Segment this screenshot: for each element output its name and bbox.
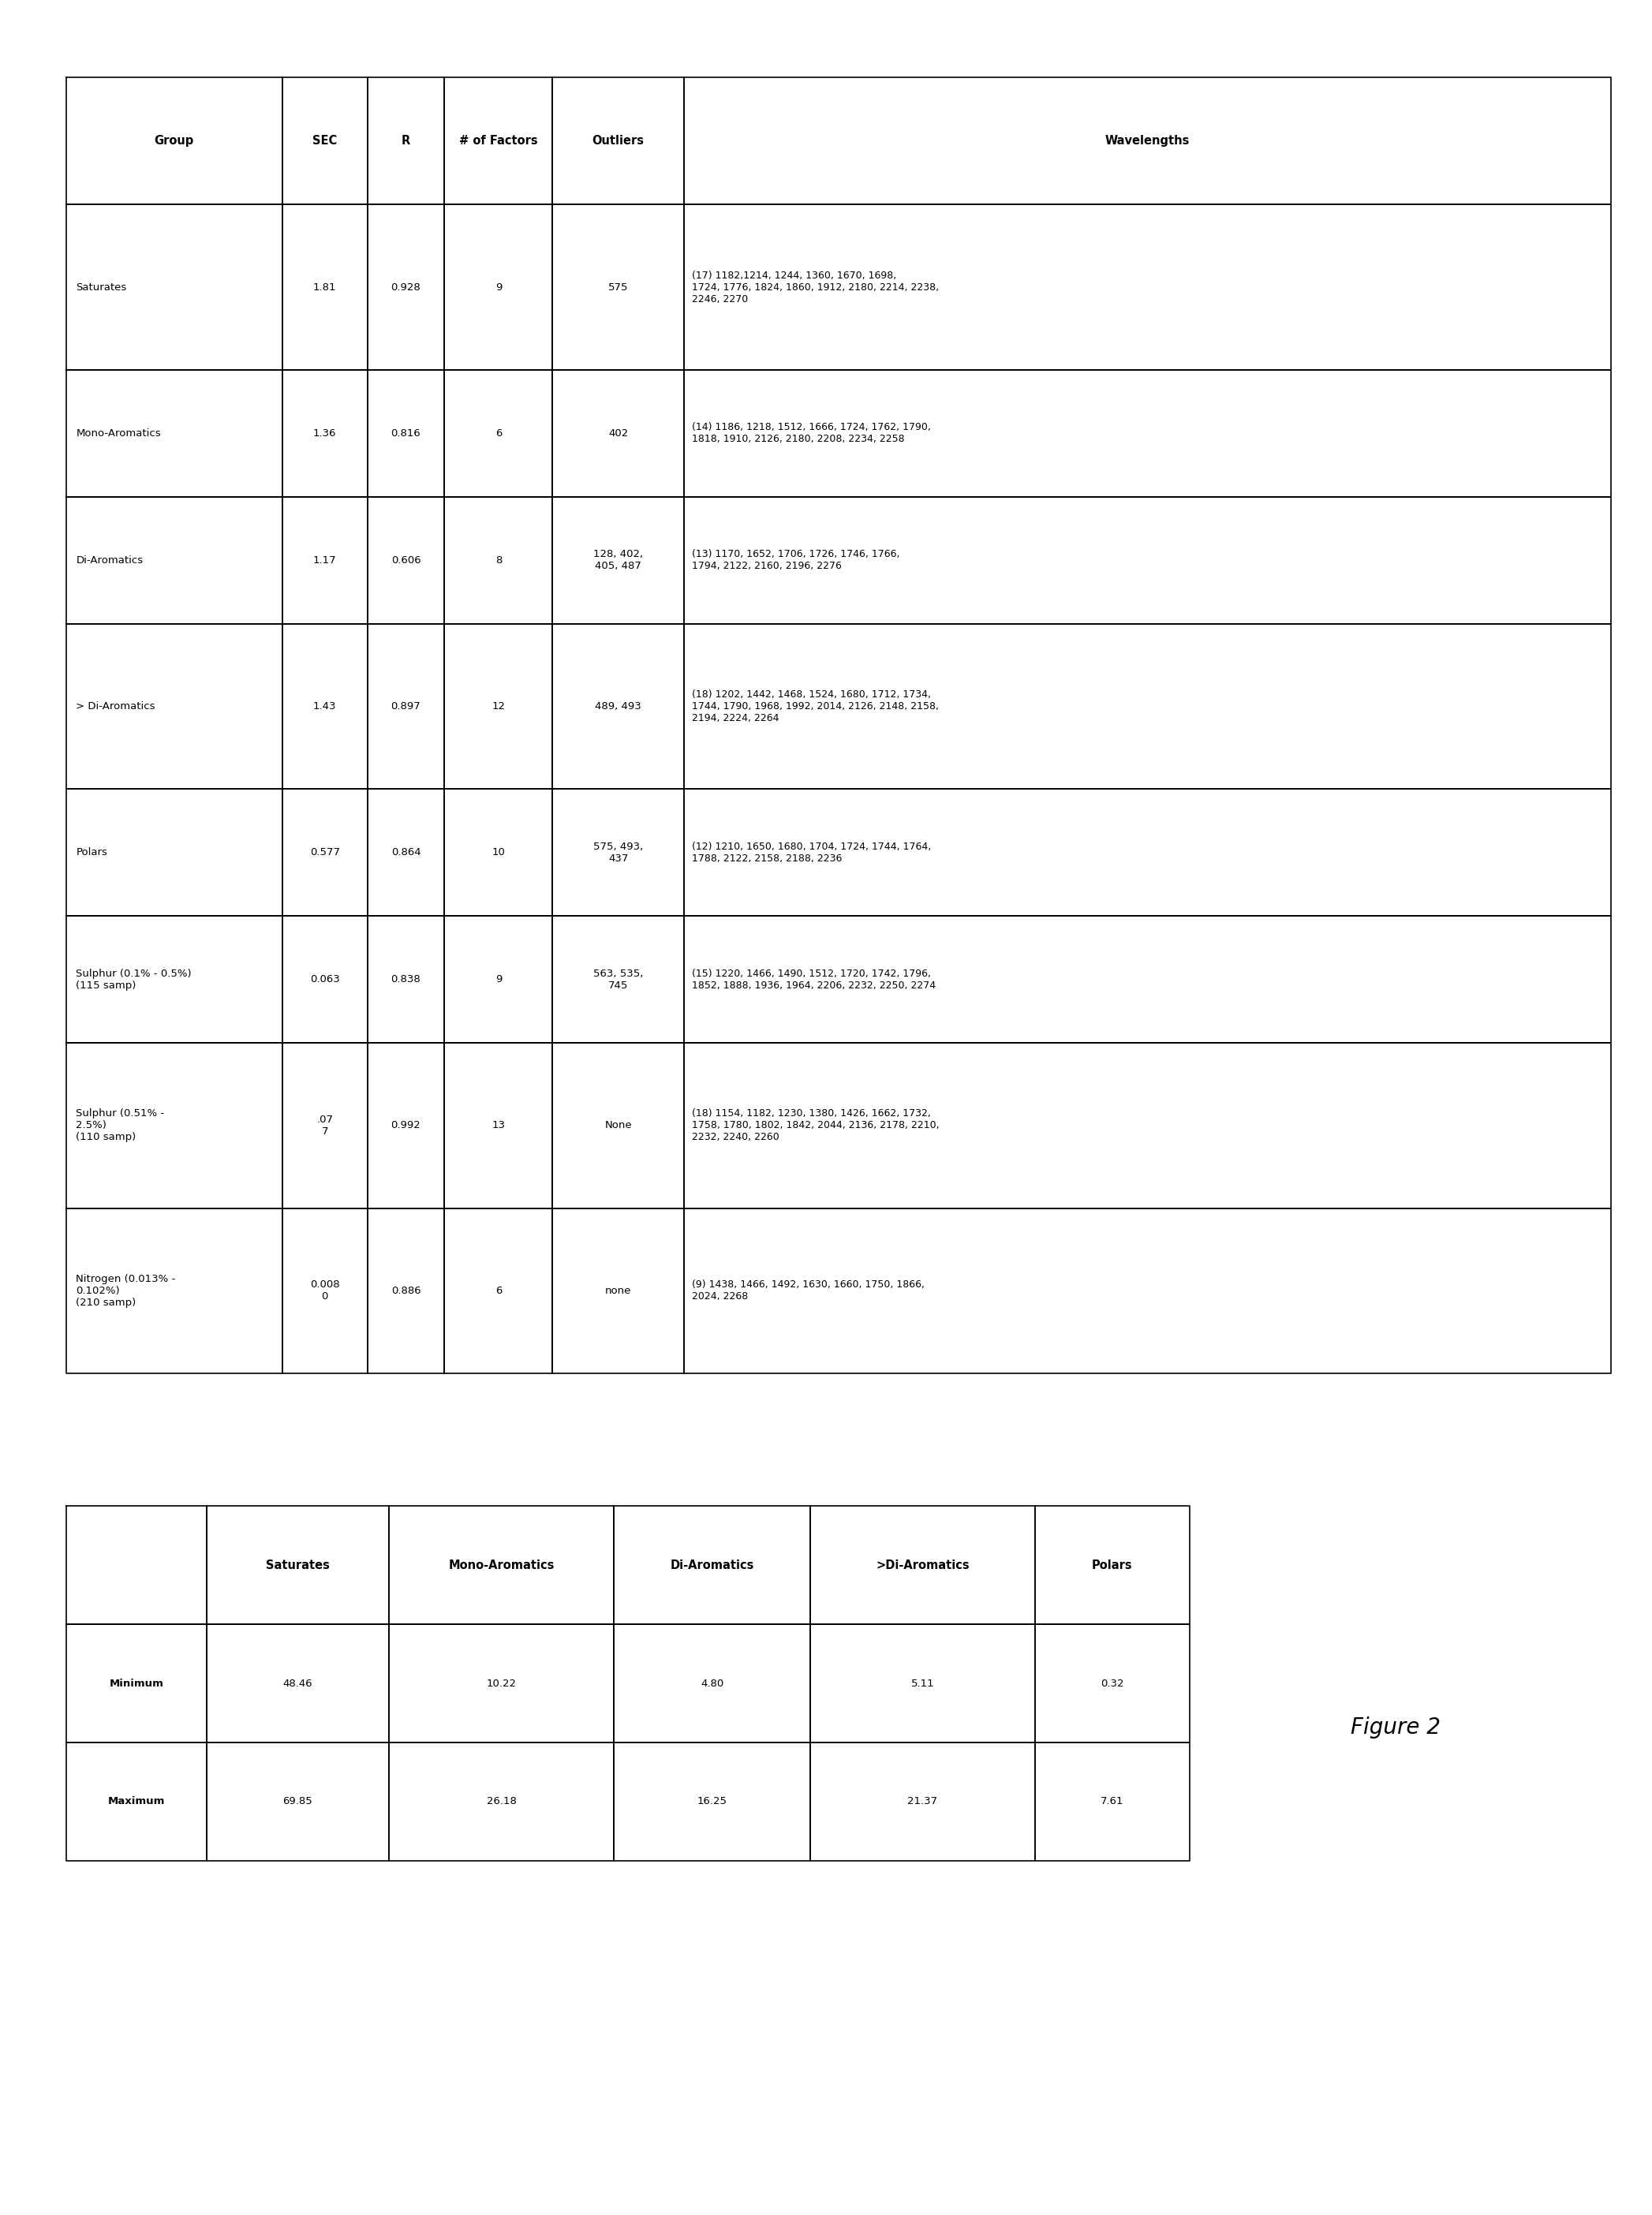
Text: Di-Aromatics: Di-Aromatics — [76, 556, 144, 565]
Text: Maximum: Maximum — [107, 1796, 165, 1807]
Text: 563, 535,
745: 563, 535, 745 — [593, 968, 643, 990]
Text: 575: 575 — [608, 281, 628, 292]
Text: 0.816: 0.816 — [392, 427, 421, 439]
Text: Sulphur (0.1% - 0.5%)
(115 samp): Sulphur (0.1% - 0.5%) (115 samp) — [76, 968, 192, 990]
Text: 0.864: 0.864 — [392, 848, 421, 857]
Text: none: none — [605, 1285, 631, 1296]
Text: 6: 6 — [496, 427, 502, 439]
Text: 8: 8 — [496, 556, 502, 565]
Text: Polars: Polars — [76, 848, 107, 857]
Text: Mono-Aromatics: Mono-Aromatics — [448, 1559, 555, 1570]
Text: 575, 493,
437: 575, 493, 437 — [593, 842, 643, 864]
Text: 21.37: 21.37 — [907, 1796, 938, 1807]
Text: Minimum: Minimum — [109, 1679, 164, 1688]
Text: .07
7: .07 7 — [317, 1114, 334, 1136]
Text: 0.897: 0.897 — [392, 702, 421, 711]
Text: (18) 1154, 1182, 1230, 1380, 1426, 1662, 1732,
1758, 1780, 1802, 1842, 2044, 213: (18) 1154, 1182, 1230, 1380, 1426, 1662,… — [692, 1110, 940, 1143]
Text: 128, 402,
405, 487: 128, 402, 405, 487 — [593, 549, 643, 571]
Text: Di-Aromatics: Di-Aromatics — [671, 1559, 753, 1570]
Text: Outliers: Outliers — [593, 135, 644, 146]
Text: 1.81: 1.81 — [314, 281, 337, 292]
Text: 4.80: 4.80 — [700, 1679, 724, 1688]
Text: 0.008
0: 0.008 0 — [311, 1280, 340, 1302]
Text: 1.43: 1.43 — [314, 702, 337, 711]
Text: Figure 2: Figure 2 — [1351, 1717, 1441, 1739]
Text: 13: 13 — [492, 1121, 506, 1130]
Text: 48.46: 48.46 — [282, 1679, 312, 1688]
Text: 0.063: 0.063 — [311, 975, 340, 986]
Text: 1.36: 1.36 — [314, 427, 337, 439]
Text: (15) 1220, 1466, 1490, 1512, 1720, 1742, 1796,
1852, 1888, 1936, 1964, 2206, 223: (15) 1220, 1466, 1490, 1512, 1720, 1742,… — [692, 968, 937, 990]
Text: (17) 1182,1214, 1244, 1360, 1670, 1698,
1724, 1776, 1824, 1860, 1912, 2180, 2214: (17) 1182,1214, 1244, 1360, 1670, 1698, … — [692, 270, 940, 303]
Text: 0.886: 0.886 — [392, 1285, 421, 1296]
Text: 0.577: 0.577 — [311, 848, 340, 857]
Text: (18) 1202, 1442, 1468, 1524, 1680, 1712, 1734,
1744, 1790, 1968, 1992, 2014, 212: (18) 1202, 1442, 1468, 1524, 1680, 1712,… — [692, 689, 938, 724]
Text: 9: 9 — [496, 975, 502, 986]
Text: 16.25: 16.25 — [697, 1796, 727, 1807]
Text: 9: 9 — [496, 281, 502, 292]
Text: Polars: Polars — [1092, 1559, 1133, 1570]
Text: 0.992: 0.992 — [392, 1121, 421, 1130]
Text: Sulphur (0.51% -
2.5%)
(110 samp): Sulphur (0.51% - 2.5%) (110 samp) — [76, 1110, 165, 1143]
Text: 7.61: 7.61 — [1100, 1796, 1123, 1807]
Text: Nitrogen (0.013% -
0.102%)
(210 samp): Nitrogen (0.013% - 0.102%) (210 samp) — [76, 1274, 175, 1307]
Text: 10: 10 — [492, 848, 506, 857]
Text: Group: Group — [154, 135, 193, 146]
Text: SEC: SEC — [312, 135, 337, 146]
Text: 0.606: 0.606 — [392, 556, 421, 565]
Text: Saturates: Saturates — [76, 281, 127, 292]
Text: R: R — [401, 135, 410, 146]
Text: (9) 1438, 1466, 1492, 1630, 1660, 1750, 1866,
2024, 2268: (9) 1438, 1466, 1492, 1630, 1660, 1750, … — [692, 1280, 925, 1302]
Text: Mono-Aromatics: Mono-Aromatics — [76, 427, 160, 439]
Text: 69.85: 69.85 — [282, 1796, 312, 1807]
Text: (12) 1210, 1650, 1680, 1704, 1724, 1744, 1764,
1788, 2122, 2158, 2188, 2236: (12) 1210, 1650, 1680, 1704, 1724, 1744,… — [692, 842, 932, 864]
Text: (14) 1186, 1218, 1512, 1666, 1724, 1762, 1790,
1818, 1910, 2126, 2180, 2208, 223: (14) 1186, 1218, 1512, 1666, 1724, 1762,… — [692, 423, 932, 445]
Text: 489, 493: 489, 493 — [595, 702, 641, 711]
Text: 402: 402 — [608, 427, 628, 439]
Text: # of Factors: # of Factors — [459, 135, 539, 146]
Text: 0.32: 0.32 — [1100, 1679, 1123, 1688]
Text: 0.928: 0.928 — [392, 281, 421, 292]
Text: 5.11: 5.11 — [910, 1679, 935, 1688]
Text: >Di-Aromatics: >Di-Aromatics — [876, 1559, 970, 1570]
Text: 0.838: 0.838 — [392, 975, 421, 986]
Text: (13) 1170, 1652, 1706, 1726, 1746, 1766,
1794, 2122, 2160, 2196, 2276: (13) 1170, 1652, 1706, 1726, 1746, 1766,… — [692, 549, 900, 571]
Text: Wavelengths: Wavelengths — [1105, 135, 1189, 146]
Text: > Di-Aromatics: > Di-Aromatics — [76, 702, 155, 711]
Text: 10.22: 10.22 — [486, 1679, 517, 1688]
Text: 1.17: 1.17 — [314, 556, 337, 565]
Text: None: None — [605, 1121, 633, 1130]
Text: 6: 6 — [496, 1285, 502, 1296]
Text: 12: 12 — [492, 702, 506, 711]
Text: Saturates: Saturates — [266, 1559, 330, 1570]
Text: 26.18: 26.18 — [486, 1796, 517, 1807]
